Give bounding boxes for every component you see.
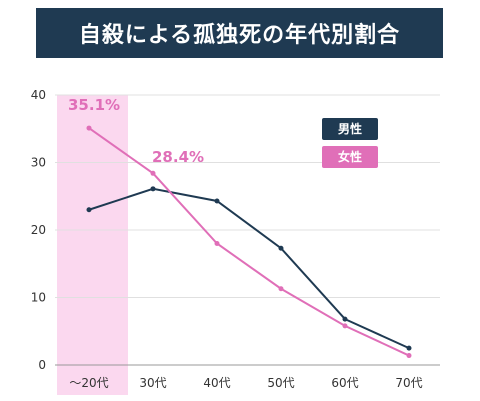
data-point <box>86 125 92 131</box>
y-axis-ticks: 0 10 20 30 40 <box>31 88 46 372</box>
highlight-band <box>57 95 128 395</box>
annotation-35-1: 35.1% <box>68 96 120 114</box>
series-line-female <box>88 127 410 357</box>
x-tick-label: 40代 <box>203 376 230 390</box>
data-point <box>214 241 220 246</box>
series-group <box>86 125 412 359</box>
data-point <box>278 245 284 251</box>
legend-label: 男性 <box>338 121 362 136</box>
legend-swatch <box>322 146 378 168</box>
annotation-28-4: 28.4% <box>152 148 204 166</box>
title-background <box>36 8 443 58</box>
data-point <box>278 286 284 292</box>
x-tick-label: 70代 <box>395 376 422 390</box>
data-point <box>406 353 412 359</box>
data-point <box>214 198 220 204</box>
y-tick-label: 40 <box>31 88 46 102</box>
x-tick-label: 30代 <box>139 376 166 390</box>
title-bar: 自殺による孤独死の年代別割合 <box>36 8 443 58</box>
x-tick-label: 60代 <box>331 376 358 390</box>
data-point <box>150 170 156 176</box>
data-point <box>406 345 412 351</box>
y-tick-label: 0 <box>38 358 46 372</box>
data-point <box>86 207 92 213</box>
legend-label: 女性 <box>338 149 362 164</box>
x-tick-label: 50代 <box>267 376 294 390</box>
x-tick-label: ～20代 <box>69 376 108 390</box>
data-point <box>342 323 348 329</box>
legend-swatch <box>322 118 378 140</box>
chart-title: 自殺による孤独死の年代別割合 <box>78 23 401 48</box>
data-point <box>342 316 348 322</box>
x-axis-ticks: ～20代 30代 40代 50代 60代 70代 <box>69 376 422 390</box>
series-line-male <box>88 187 410 350</box>
data-point <box>150 186 156 192</box>
y-tick-label: 10 <box>31 291 46 305</box>
grid-lines <box>55 94 440 366</box>
y-tick-label: 20 <box>31 223 46 237</box>
y-tick-label: 30 <box>31 156 46 170</box>
